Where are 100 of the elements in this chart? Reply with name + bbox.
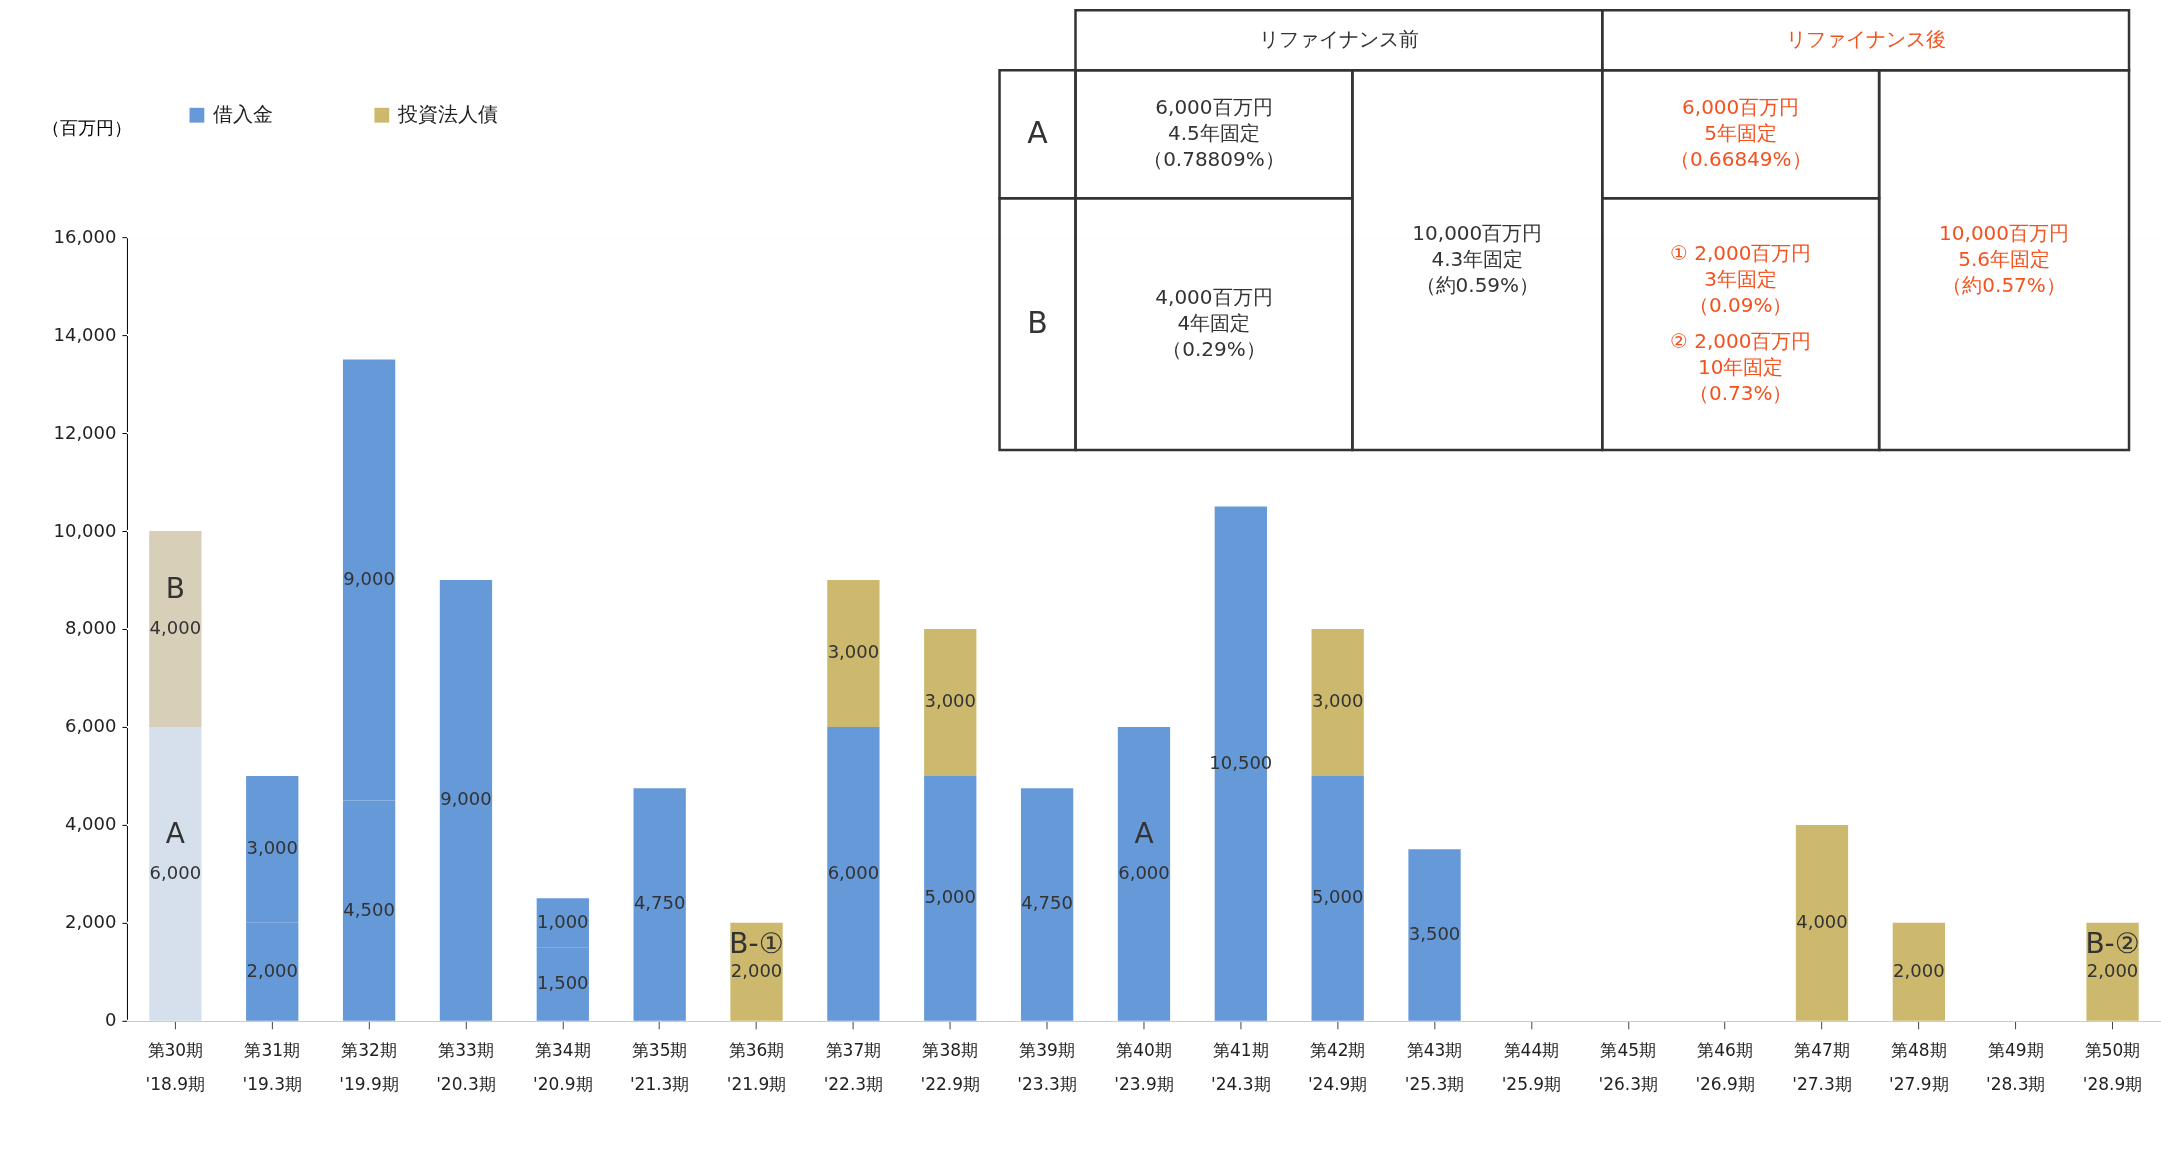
data-label: 5,000 — [924, 886, 976, 908]
y-axis-title: （百万円） — [42, 116, 133, 138]
bar — [924, 628, 977, 776]
data-label: 2,000 — [2086, 959, 2139, 981]
annotation: （0.29%） — [1162, 337, 1266, 362]
bar — [827, 726, 880, 1021]
x-tick-label: 第40期 '23.9期 — [1114, 1040, 1174, 1095]
annotation: ① 2,000百万円 — [1669, 241, 1812, 266]
x-tick-label: 第37期 '22.3期 — [823, 1040, 884, 1095]
x-tick-label: 第39期 '23.3期 — [1017, 1040, 1077, 1095]
y-tick-label: 14,000 — [53, 323, 117, 345]
x-tick-label: 第33期 '20.3期 — [436, 1040, 496, 1095]
data-label: 5,000 — [1311, 886, 1364, 908]
text: 6,000百万円 — [1155, 95, 1273, 120]
x-tick-label: 第34期 '20.9期 — [533, 1040, 593, 1095]
x-tick-label: 第45期 '26.3期 — [1598, 1040, 1659, 1095]
bar — [1311, 775, 1364, 1021]
annotation: ② 2,000百万円 — [1669, 329, 1812, 354]
text: 4.5年固定 — [1168, 121, 1260, 146]
data-label: 2,000 — [246, 959, 298, 981]
annotation: A — [165, 816, 185, 850]
text: A — [1027, 115, 1049, 151]
annotation: （0.09%） — [1688, 293, 1793, 318]
bar — [149, 531, 202, 727]
x-tick-label: 第36期 '21.9期 — [726, 1040, 787, 1095]
annotation: （約0.59%） — [1415, 273, 1540, 298]
x-tick-label: 第50期 '28.9期 — [2082, 1040, 2143, 1095]
annotation: 10,000百万円 — [1412, 221, 1543, 246]
data-label: 3,000 — [924, 690, 976, 712]
data-label: 2,000 — [730, 959, 783, 981]
bar — [1892, 922, 1945, 1021]
legend-label: 投資法人債 — [396, 102, 498, 127]
data-label: 3,500 — [1408, 923, 1461, 945]
annotation: 10,000百万円 — [1939, 221, 2070, 246]
x-tick-label: 第47期 '27.3期 — [1792, 1040, 1852, 1095]
data-label: 4,750 — [633, 892, 686, 914]
y-tick-label: 2,000 — [64, 911, 117, 933]
data-label: 4,000 — [149, 616, 202, 638]
bar — [827, 580, 880, 727]
x-tick-label: 第48期 '27.9期 — [1889, 1040, 1949, 1095]
annotation: 5.6年固定 — [1958, 247, 2050, 272]
text: （0.66849%） — [1669, 147, 1812, 172]
x-tick-label: 第32期 '19.9期 — [339, 1040, 399, 1095]
annotation: A — [1134, 816, 1154, 850]
annotation: （約0.57%） — [1942, 273, 2066, 298]
annotation: B-① — [729, 926, 784, 960]
bar — [439, 580, 493, 1021]
data-label: 4,500 — [343, 898, 395, 920]
data-label: 6,000 — [149, 861, 202, 883]
annotation: B-② — [2085, 926, 2140, 960]
y-tick-label: 10,000 — [53, 519, 117, 541]
annotation: 4,000百万円 — [1155, 285, 1273, 310]
x-tick-label: 第41期 '24.3期 — [1211, 1040, 1271, 1095]
text: （0.78809%） — [1143, 147, 1285, 172]
y-tick-label: 8,000 — [64, 617, 117, 639]
data-label: 6,000 — [1118, 861, 1170, 883]
x-tick-label: 第49期 '28.3期 — [1985, 1040, 2046, 1095]
data-label: 1,500 — [537, 972, 589, 994]
text: 5年固定 — [1704, 121, 1778, 146]
data-label: 4,000 — [1796, 910, 1848, 932]
data-label: 3,000 — [1311, 690, 1364, 712]
text: 6,000百万円 — [1682, 95, 1800, 120]
x-tick-label: 第43期 '25.3期 — [1404, 1040, 1465, 1095]
data-label: 6,000 — [827, 861, 880, 883]
x-tick-label: 第44期 '25.9期 — [1501, 1040, 1562, 1095]
data-label: 2,000 — [1893, 959, 1945, 981]
data-label: 4,750 — [1021, 892, 1073, 914]
data-label: 1,000 — [537, 910, 589, 932]
y-tick-label: 12,000 — [53, 421, 117, 443]
annotation: 4.3年固定 — [1431, 247, 1524, 272]
x-tick-label: 第35期 '21.3期 — [629, 1040, 690, 1095]
annotation: B — [1027, 305, 1048, 341]
y-tick-label: 0 — [104, 1009, 117, 1031]
data-label: 3,000 — [246, 837, 298, 859]
text: リファイナンス後 — [1785, 27, 1946, 52]
bar — [1795, 824, 1849, 1021]
data-label: 9,000 — [440, 788, 492, 810]
annotation: 10年固定 — [1697, 355, 1784, 380]
x-tick-label: 第30期 '18.9期 — [145, 1040, 206, 1095]
annotation: 3年固定 — [1704, 267, 1778, 292]
bar — [1020, 788, 1074, 1021]
bar — [1408, 849, 1461, 1021]
data-label: 3,000 — [827, 641, 880, 663]
bar — [924, 775, 977, 1021]
annotation: （0.73%） — [1688, 381, 1793, 406]
bar — [633, 788, 686, 1021]
y-tick-label: 6,000 — [64, 715, 117, 737]
data-label: 9,000 — [343, 568, 395, 589]
x-tick-label: 第31期 '19.3期 — [242, 1040, 302, 1095]
bar — [149, 726, 202, 1021]
y-tick-label: 16,000 — [53, 225, 117, 247]
bar — [1311, 628, 1364, 776]
x-tick-label: 第46期 '26.9期 — [1695, 1040, 1755, 1095]
bar — [1117, 726, 1171, 1021]
x-tick-label: 第38期 '22.9期 — [920, 1040, 980, 1095]
annotation: B — [165, 571, 185, 605]
legend-label: 借入金 — [212, 102, 273, 127]
y-tick-label: 4,000 — [64, 813, 117, 835]
annotation: 4年固定 — [1177, 311, 1251, 336]
x-tick-label: 第42期 '24.9期 — [1307, 1040, 1368, 1095]
